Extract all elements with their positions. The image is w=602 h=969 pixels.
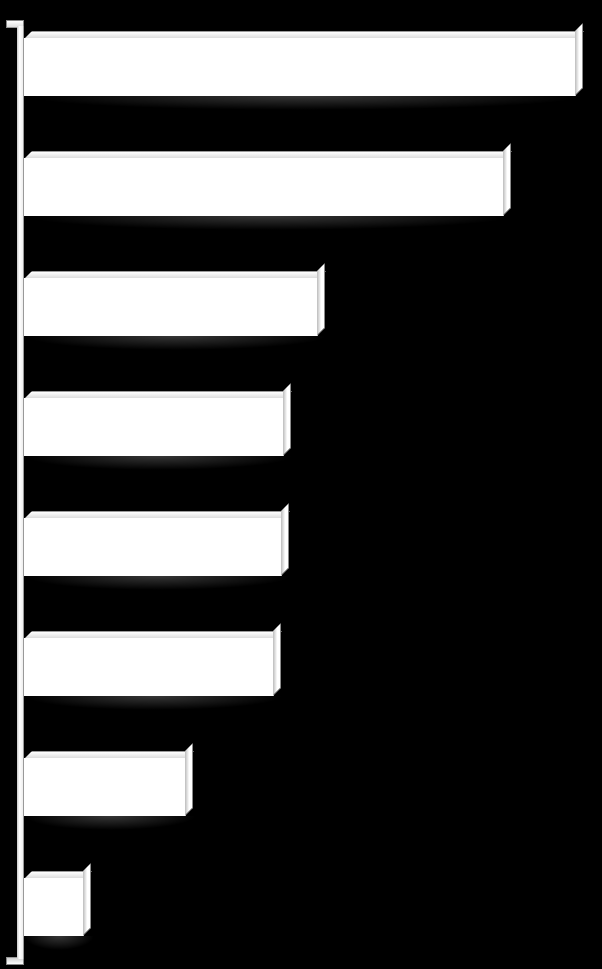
bar-shadow — [24, 816, 196, 830]
bar-face — [24, 398, 284, 456]
bar — [24, 638, 274, 696]
bar-shadow — [24, 936, 94, 950]
bar-face — [24, 878, 84, 936]
bar-shadow — [24, 576, 292, 590]
bar-face — [24, 38, 576, 96]
bar-face — [24, 638, 274, 696]
bar — [24, 38, 576, 96]
bar-face — [24, 158, 504, 216]
bar — [24, 278, 318, 336]
y-axis-rail-bottom-cap — [6, 957, 24, 965]
bar-shadow — [24, 456, 294, 470]
bar-shadow — [24, 216, 514, 230]
bar — [24, 758, 186, 816]
bar-face — [24, 518, 282, 576]
bar-shadow — [24, 96, 586, 110]
bar — [24, 158, 504, 216]
bar-face — [24, 278, 318, 336]
bars-region — [24, 20, 602, 965]
bar — [24, 398, 284, 456]
y-axis-rail — [6, 20, 24, 965]
bar — [24, 878, 84, 936]
bar-face — [24, 758, 186, 816]
bar-shadow — [24, 336, 328, 350]
bar — [24, 518, 282, 576]
bar-shadow — [24, 696, 284, 710]
